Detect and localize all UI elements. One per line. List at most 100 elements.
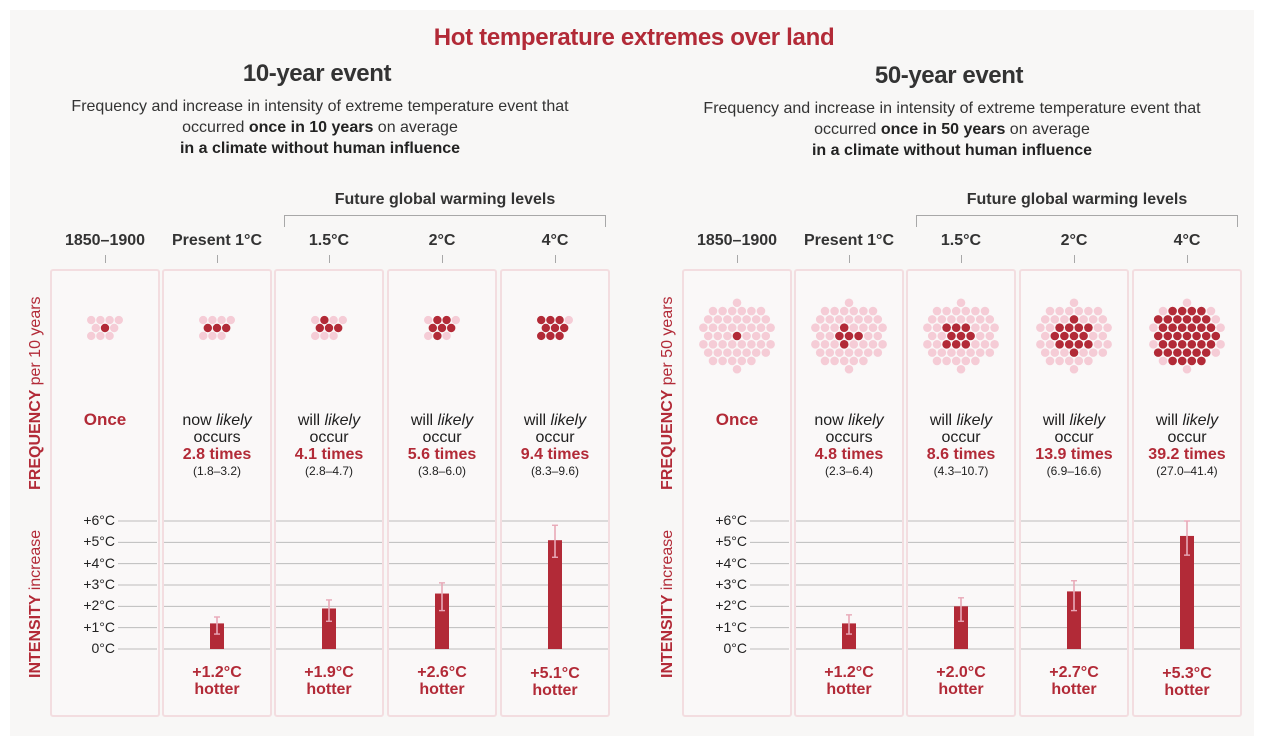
- event-dot-occurred: [555, 331, 564, 341]
- error-bar: [552, 524, 558, 558]
- event-dot-occurred: [320, 315, 329, 325]
- event-dot: [1098, 315, 1108, 324]
- event-dot-occurred: [1168, 356, 1177, 366]
- event-dot: [723, 348, 732, 357]
- event-dot: [830, 340, 839, 349]
- event-dot: [723, 331, 732, 341]
- event-dot: [1060, 348, 1069, 357]
- event-dot: [971, 356, 980, 366]
- event-dot-occurred: [956, 331, 966, 341]
- event-dot: [1182, 364, 1192, 374]
- event-dot: [1060, 315, 1069, 324]
- event-dot: [878, 340, 887, 349]
- event-dot: [1211, 348, 1221, 357]
- frequency-text: will likely occur 9.4 times (8.3–9.6): [499, 412, 611, 480]
- event-dot-occurred: [951, 340, 961, 349]
- event-dot-occurred: [546, 331, 555, 341]
- panel-10-year-event: 10-year event Frequency and increase in i…: [27, 60, 611, 717]
- event-dot: [1074, 306, 1084, 316]
- event-dot: [923, 323, 932, 332]
- frequency-verb: occurs: [193, 429, 241, 446]
- frequency-range: (1.8–3.2): [192, 464, 242, 478]
- event-dot: [96, 331, 105, 341]
- column-tick: [849, 255, 850, 263]
- event-dot: [1079, 315, 1088, 324]
- event-dot: [985, 348, 995, 357]
- frequency-dot-cluster: [699, 298, 775, 374]
- event-dot: [747, 306, 756, 316]
- event-dot: [975, 315, 985, 324]
- event-dot: [703, 331, 713, 341]
- frequency-text: now likely occurs 4.8 times (2.3–6.4): [793, 412, 905, 480]
- intensity-bar: [322, 608, 336, 649]
- event-dot-occurred: [942, 340, 951, 349]
- event-dot: [971, 340, 980, 349]
- event-dot: [1211, 315, 1221, 324]
- frequency-verb: occurs: [825, 429, 873, 446]
- frequency-value: 4.8 times: [814, 446, 884, 463]
- event-dot-occurred: [1187, 356, 1197, 366]
- column-tick: [737, 255, 738, 263]
- event-dot: [830, 323, 839, 332]
- event-dot: [424, 331, 433, 341]
- desc-emphasis: in a climate without human influence: [179, 140, 461, 157]
- frequency-likelihood: will likely: [297, 412, 361, 429]
- intensity-value: +2.6°C: [417, 664, 467, 681]
- column-header: 4°C: [1173, 232, 1201, 249]
- frequency-verb: occur: [1167, 429, 1207, 446]
- column-tick: [329, 255, 330, 263]
- event-dot-occurred: [1153, 331, 1163, 341]
- frequency-text: Once: [681, 411, 793, 428]
- event-dot: [208, 331, 217, 341]
- event-dot: [713, 348, 723, 357]
- event-dot-occurred: [966, 331, 975, 341]
- likely-word: likely: [437, 412, 474, 429]
- event-dot-occurred: [835, 331, 844, 341]
- event-dot: [825, 348, 835, 357]
- event-dot-occurred: [537, 331, 546, 341]
- figure-title: Hot temperature extremes over land: [433, 24, 835, 51]
- event-dot-occurred: [546, 315, 555, 325]
- event-dot: [761, 331, 771, 341]
- event-dot: [966, 315, 975, 324]
- event-dot-occurred: [1055, 340, 1064, 349]
- event-dot-occurred: [732, 331, 742, 341]
- event-dot: [766, 340, 775, 349]
- event-dot: [849, 306, 859, 316]
- event-dot-occurred: [1084, 340, 1093, 349]
- event-dot: [863, 331, 873, 341]
- event-dot: [1069, 364, 1079, 374]
- event-dot: [747, 340, 756, 349]
- event-dot: [329, 315, 338, 325]
- event-dot: [923, 340, 932, 349]
- chart-layer: [87, 315, 608, 650]
- hotter-word: hotter: [1051, 681, 1097, 698]
- event-dot: [751, 315, 761, 324]
- event-dot: [927, 315, 937, 324]
- future-warming-label: Future global warming levels: [966, 191, 1188, 208]
- frequency-dot-cluster: [311, 315, 347, 341]
- frequency-value: 5.6 times: [407, 446, 477, 463]
- event-dot-occurred: [555, 315, 564, 325]
- event-dot: [718, 356, 727, 366]
- event-dot: [708, 306, 718, 316]
- frequency-text: will likely occur 8.6 times (4.3–10.7): [905, 412, 1017, 480]
- event-dot: [751, 331, 761, 341]
- event-dot-occurred: [1173, 331, 1182, 341]
- event-dot: [199, 315, 208, 325]
- event-dot: [815, 348, 825, 357]
- hotter-word: hotter: [194, 681, 240, 698]
- event-dot: [217, 331, 226, 341]
- event-dot: [961, 306, 971, 316]
- event-dot: [338, 315, 347, 325]
- likely-word: likely: [1182, 412, 1219, 429]
- event-dot: [932, 323, 942, 332]
- y-tick-label: +6°C: [83, 512, 115, 528]
- event-dot: [1064, 306, 1074, 316]
- event-dot-occurred: [1158, 323, 1168, 332]
- event-dot: [844, 348, 854, 357]
- event-dot: [927, 331, 937, 341]
- column-tick: [555, 255, 556, 263]
- event-dot: [708, 323, 718, 332]
- intensity-bar: [210, 623, 224, 649]
